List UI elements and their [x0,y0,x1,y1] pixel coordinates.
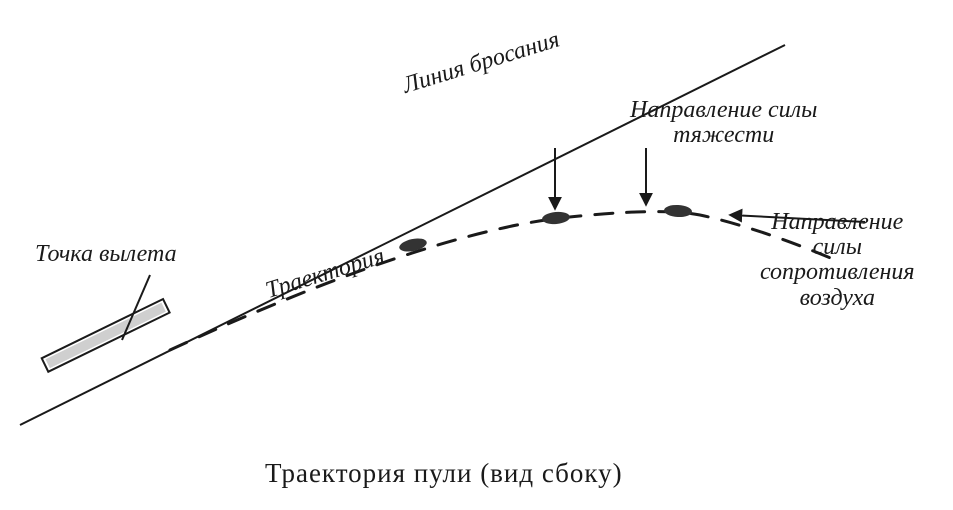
label-departure-point: Точка вылета [35,242,177,267]
label-gravity: Направление силы тяжести [630,98,817,148]
label-air-drag: Направление силы сопротивления воздуха [760,210,915,311]
label-gravity-l1: Направление силы [630,97,817,123]
label-drag-l3: сопротивления [760,259,915,285]
diagram-container: Точка вылета Линия бросания Траектория Н… [0,0,953,510]
figure-caption: Траектория пули (вид сбоку) [265,458,623,489]
label-drag-l2: силы [813,234,862,260]
label-gravity-l2: тяжести [673,122,774,148]
bullet-positions [398,204,692,254]
label-drag-l4: воздуха [800,285,875,311]
gravity-arrows [555,148,646,208]
label-drag-l1: Направление [771,209,903,235]
